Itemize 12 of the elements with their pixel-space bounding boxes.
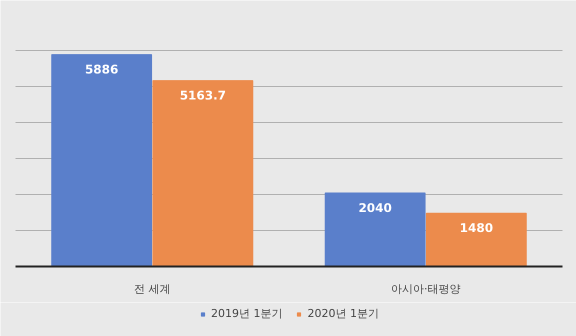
data-label: 5163.7 (180, 88, 226, 103)
legend-label: 2020년 1분기 (308, 306, 379, 321)
bar (426, 212, 527, 266)
x-tick-label: 아시아·태평양 (391, 282, 460, 296)
x-tick-label: 전 세계 (134, 282, 170, 296)
data-label: 5886 (84, 62, 118, 77)
bar (152, 80, 254, 266)
legend-label: 2019년 1분기 (211, 306, 282, 321)
bar (324, 192, 426, 266)
data-label: 1480 (460, 221, 494, 236)
bar (51, 54, 152, 266)
data-label: 2040 (358, 201, 392, 216)
